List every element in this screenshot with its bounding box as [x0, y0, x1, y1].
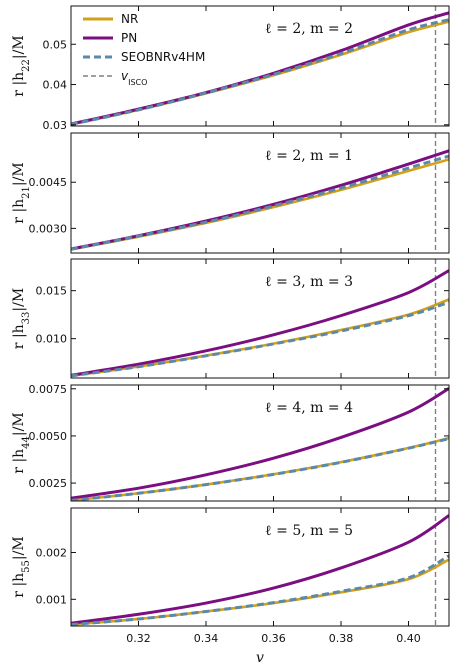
series-pn-line [71, 387, 449, 500]
series-seobnrv4hm-line [71, 300, 449, 378]
x-tick-label: 0.34 [194, 632, 219, 645]
series-pn-line [71, 269, 449, 377]
panel-annotation: ℓ = 3, m = 3 [265, 274, 353, 290]
series-seobnrv4hm-line [71, 437, 449, 501]
panel-1: 0.03 0.04 0.05 ℓ = 2, m = 2 r |h22|/M [11, 5, 450, 132]
y-axis-label: r |h55|/M [11, 536, 32, 597]
x-axis-label: v [256, 650, 264, 666]
panel-3: 0.010 0.015 ℓ = 3, m = 3 r |h33|/M [11, 258, 450, 379]
y-tick-label: 0.001 [36, 593, 68, 606]
axes-frame [70, 132, 450, 254]
y-tick-label: 0.05 [43, 38, 68, 51]
series-group [71, 149, 449, 251]
y-tick-label: 0.0045 [29, 176, 68, 189]
axes-frame [70, 258, 450, 379]
axes-frame [70, 384, 450, 502]
legend-label: PN [121, 31, 137, 45]
y-tick-label: 0.010 [36, 333, 68, 346]
y-tick-label: 0.0030 [29, 222, 68, 235]
series-group [71, 514, 449, 626]
y-tick-label: 0.03 [43, 119, 68, 132]
series-pn-line [71, 149, 449, 251]
y-tick-label: 0.002 [36, 546, 68, 559]
legend: NR PN SEOBNRv4HM vISCO [83, 12, 205, 87]
panel-annotation: ℓ = 2, m = 2 [265, 21, 353, 37]
x-tick-label: 0.36 [261, 632, 286, 645]
panel-annotation: ℓ = 5, m = 5 [265, 523, 353, 539]
y-tick-label: 0.0025 [29, 477, 68, 490]
y-axis-label: r |h21|/M [11, 162, 32, 223]
series-seobnrv4hm-line [71, 154, 449, 251]
series-seobnrv4hm-line [71, 18, 449, 126]
y-tick-label: 0.0050 [29, 430, 68, 443]
y-axis-label: r |h33|/M [11, 288, 32, 349]
y-tick-label: 0.015 [36, 285, 68, 298]
x-tick-label: 0.40 [396, 632, 421, 645]
panel-2: 0.0030 0.0045 ℓ = 2, m = 1 r |h21|/M [11, 132, 450, 254]
panel-5: 0.001 0.002 0.32 0.34 0.36 0.38 0.40 ℓ = 5, m =… [11, 507, 450, 645]
series-group [71, 11, 449, 126]
y-tick-label: 0.0075 [29, 383, 68, 396]
legend-label: vISCO [121, 69, 147, 87]
panel-4: 0.0025 0.0050 0.0075 ℓ = 4, m = 4 r |h44|/M [11, 383, 450, 502]
series-seobnrv4hm-line [71, 554, 449, 626]
y-axis-label: r |h22|/M [11, 35, 32, 96]
x-tick-label: 0.32 [126, 632, 151, 645]
panel-annotation: ℓ = 2, m = 1 [265, 148, 353, 164]
y-axis-label: r |h44|/M [11, 412, 32, 473]
legend-label: NR [121, 12, 138, 26]
series-group [71, 387, 449, 501]
series-pn-line [71, 514, 449, 625]
panel-annotation: ℓ = 4, m = 4 [265, 400, 353, 416]
x-tick-label: 0.38 [329, 632, 354, 645]
series-group [71, 269, 449, 378]
axes-frame [70, 507, 450, 627]
axes-frame [70, 5, 450, 127]
legend-label: SEOBNRv4HM [121, 50, 205, 64]
y-tick-label: 0.04 [43, 79, 68, 92]
